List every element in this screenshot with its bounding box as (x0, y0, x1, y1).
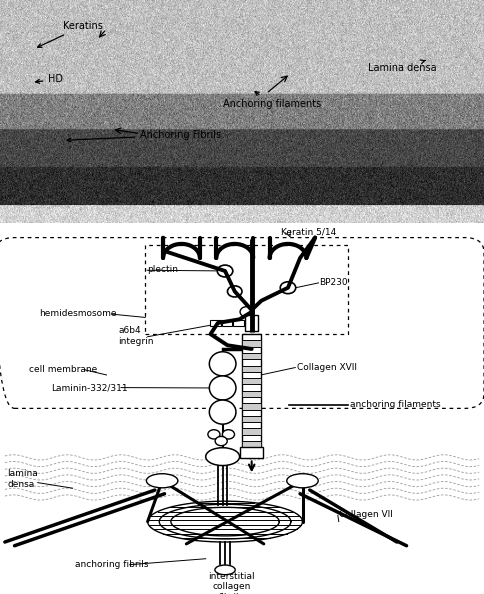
Ellipse shape (240, 307, 254, 317)
Bar (233, 320, 244, 326)
Text: a6b4
integrin: a6b4 integrin (119, 326, 154, 346)
Text: Keratins: Keratins (38, 21, 103, 48)
Text: cell membrane: cell membrane (29, 365, 97, 374)
Ellipse shape (223, 429, 235, 439)
Text: plectin: plectin (148, 265, 179, 274)
Bar (242, 353, 261, 359)
Bar (245, 315, 258, 331)
Text: Anchoring filaments: Anchoring filaments (223, 91, 321, 109)
Ellipse shape (208, 429, 220, 439)
Bar (242, 365, 261, 372)
Ellipse shape (210, 400, 236, 424)
Text: lamina
densa: lamina densa (7, 469, 38, 489)
Bar (242, 416, 261, 422)
Text: Collagen VII: Collagen VII (339, 510, 393, 519)
Ellipse shape (215, 437, 227, 446)
Bar (242, 378, 261, 384)
Bar (242, 340, 261, 347)
Ellipse shape (206, 448, 240, 466)
Text: Keratin 5/14: Keratin 5/14 (281, 228, 336, 236)
Text: Anchoring Fibrils: Anchoring Fibrils (67, 130, 222, 142)
Text: Laminin-332/311: Laminin-332/311 (51, 384, 127, 393)
Bar (240, 447, 263, 458)
Bar (222, 320, 232, 326)
Ellipse shape (287, 474, 318, 488)
Text: anchoring fibrils: anchoring fibrils (75, 560, 149, 569)
Bar (242, 403, 261, 410)
Text: HD: HD (36, 74, 63, 84)
Bar (245, 320, 256, 326)
Ellipse shape (280, 282, 296, 293)
Bar (242, 441, 261, 447)
Text: anchoring filaments: anchoring filaments (350, 400, 441, 409)
Text: BP230: BP230 (319, 277, 348, 287)
Text: Lamina densa: Lamina densa (368, 60, 437, 73)
Bar (242, 428, 261, 435)
Ellipse shape (210, 352, 236, 376)
Ellipse shape (217, 265, 233, 277)
Bar (242, 391, 261, 397)
Ellipse shape (210, 376, 236, 400)
Ellipse shape (215, 565, 235, 575)
Text: hemidesmosome: hemidesmosome (39, 309, 116, 318)
Bar (242, 334, 261, 447)
Ellipse shape (147, 474, 178, 488)
Bar (210, 320, 221, 326)
Text: interstitial
collagen
fibrils: interstitial collagen fibrils (208, 571, 255, 594)
Ellipse shape (227, 286, 242, 297)
Text: Collagen XVII: Collagen XVII (297, 363, 357, 372)
